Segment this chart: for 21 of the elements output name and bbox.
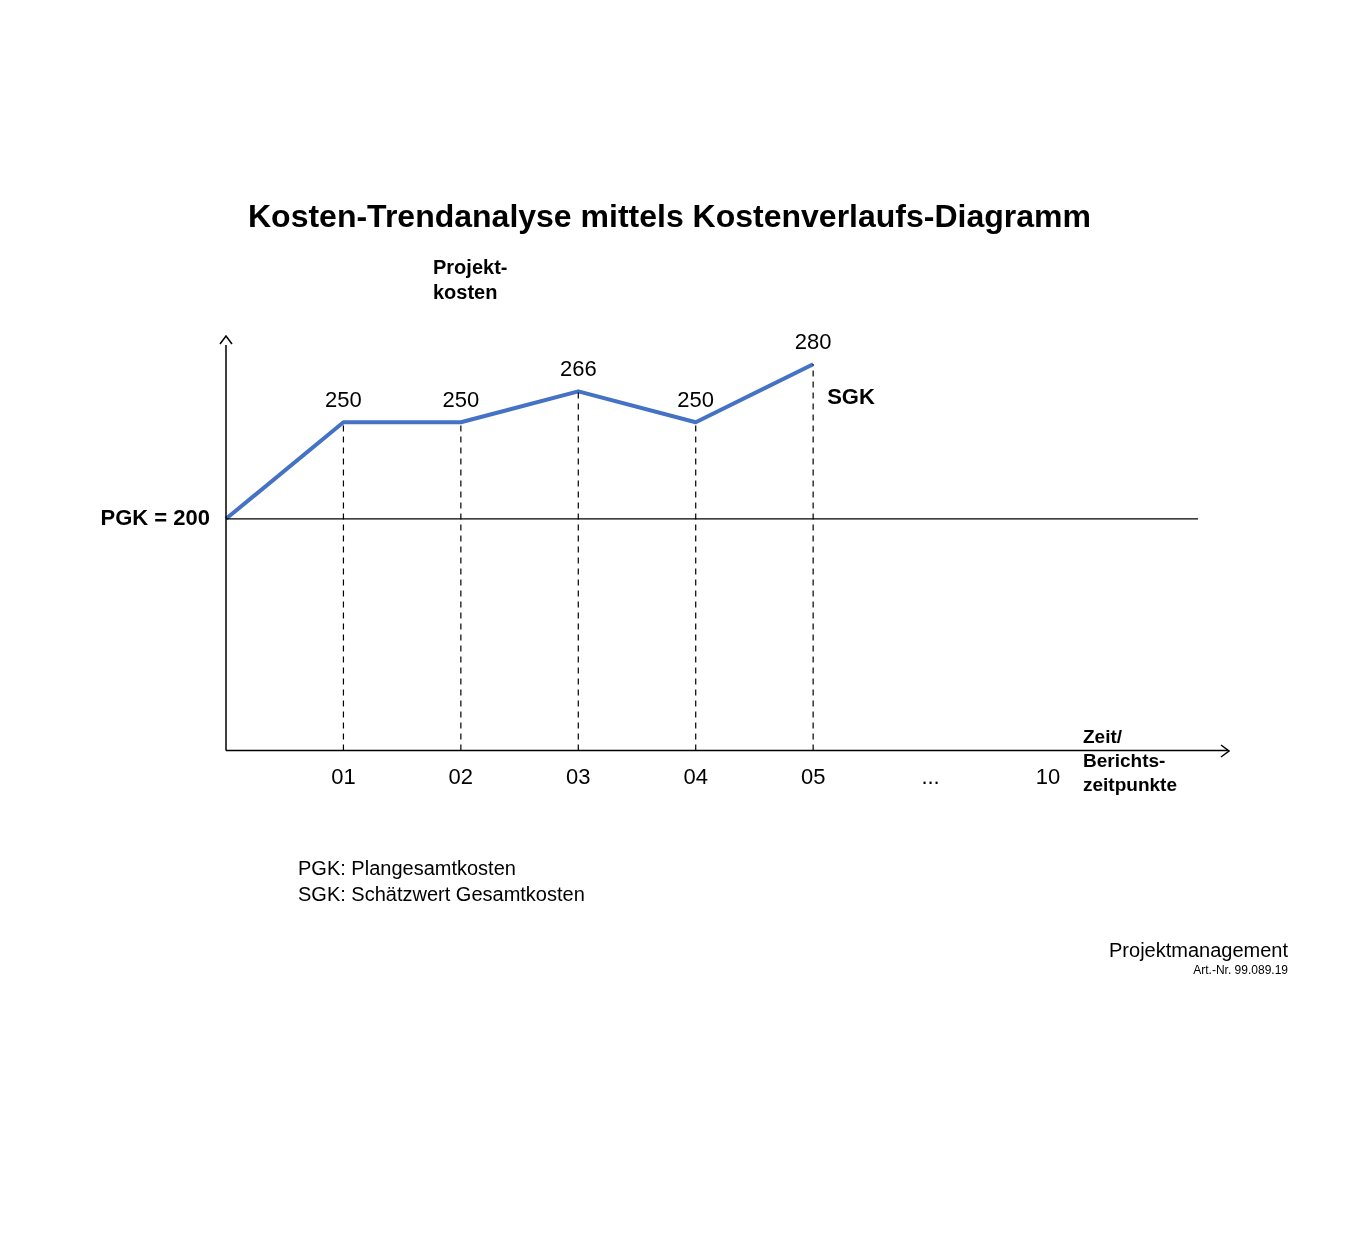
x-tick-label: 01 xyxy=(331,763,356,789)
data-label: 266 xyxy=(559,356,597,382)
x-tick-label: 04 xyxy=(683,763,708,789)
text: Art.-Nr. 99.089.19 xyxy=(1192,963,1288,979)
x-tick-label: ... xyxy=(921,763,940,789)
data-label: 250 xyxy=(442,387,480,413)
text: PGK: Plangesamtkosten xyxy=(298,856,517,881)
x-tick-label: 02 xyxy=(448,763,474,789)
annotation: SGK xyxy=(827,384,875,410)
x-axis-title: Zeit/ Berichts- zeitpunkte xyxy=(1083,725,1177,797)
y-axis-title: Projekt- kosten xyxy=(433,255,508,305)
data-label: 280 xyxy=(794,329,832,355)
text: SGK: Schätzwert Gesamtkosten xyxy=(298,882,586,907)
x-tick-label: 10 xyxy=(1035,763,1061,789)
chart-title: Kosten-Trendanalyse mittels Kostenverlaufs-Diagramm xyxy=(248,198,1092,235)
x-tick-label: 03 xyxy=(566,763,591,789)
ref-line-label: PGK = 200 xyxy=(100,504,210,530)
text: Projektmanagement xyxy=(1108,938,1288,963)
data-label: 250 xyxy=(325,387,362,413)
x-tick-label: 05 xyxy=(800,763,826,789)
data-label: 250 xyxy=(677,387,715,413)
